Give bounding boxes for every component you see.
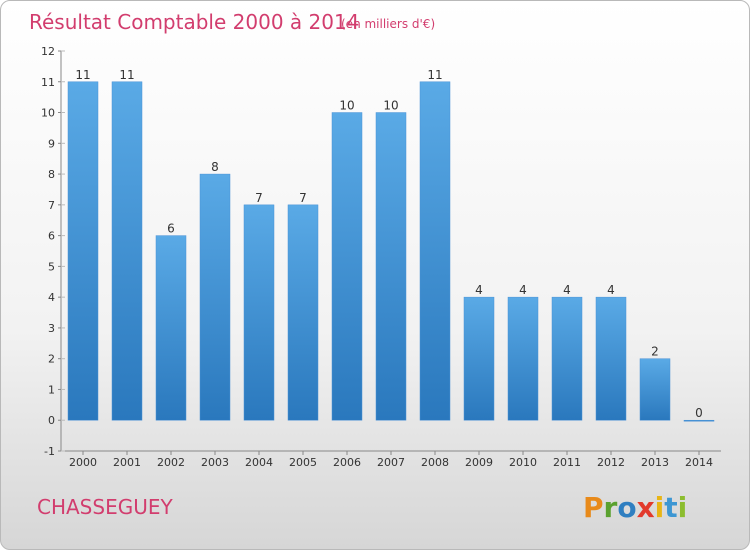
y-tick-label: 10 <box>41 107 55 120</box>
bar-2003 <box>199 173 231 421</box>
x-tick-label: 2011 <box>553 456 581 469</box>
x-tick-label: 2009 <box>465 456 493 469</box>
brand-letter: x <box>637 491 655 524</box>
bar-2000 <box>67 81 99 421</box>
x-tick-label: 2001 <box>113 456 141 469</box>
brand-letter: i <box>655 491 665 524</box>
brand-letter: i <box>678 491 688 524</box>
y-tick-label: 5 <box>48 260 55 273</box>
y-tick-label: 4 <box>48 291 55 304</box>
y-tick-label: 6 <box>48 230 55 243</box>
bar-2011 <box>551 296 583 421</box>
y-tick-label: 2 <box>48 353 55 366</box>
x-tick-label: 2006 <box>333 456 361 469</box>
x-tick-label: 2014 <box>685 456 713 469</box>
y-tick-label: 7 <box>48 199 55 212</box>
x-tick-label: 2007 <box>377 456 405 469</box>
bar-2012 <box>595 296 627 421</box>
brand-letter: r <box>604 491 618 524</box>
y-tick-label: 9 <box>48 137 55 150</box>
x-tick-label: 2013 <box>641 456 669 469</box>
value-label-2010: 4 <box>519 283 527 297</box>
y-tick-label: 11 <box>41 76 55 89</box>
value-label-2002: 6 <box>167 222 175 236</box>
value-label-2003: 8 <box>211 160 219 174</box>
x-tick-label: 2004 <box>245 456 273 469</box>
bar-2008 <box>419 81 451 421</box>
bar-2009 <box>463 296 495 421</box>
value-label-2001: 11 <box>119 68 134 82</box>
location-name: CHASSEGUEY <box>37 495 173 519</box>
value-label-2005: 7 <box>299 191 307 205</box>
bar-2006 <box>331 112 363 421</box>
brand-letter: o <box>617 491 636 524</box>
chart-subtitle: (en milliers d'€) <box>341 17 435 31</box>
y-tick-label: 3 <box>48 322 55 335</box>
bar-2013 <box>639 358 671 421</box>
x-tick-label: 2005 <box>289 456 317 469</box>
x-tick-label: 2012 <box>597 456 625 469</box>
y-tick-label: 1 <box>48 383 55 396</box>
bar-2014 <box>683 419 715 422</box>
value-label-2013: 2 <box>651 345 659 359</box>
chart-title: Résultat Comptable 2000 à 2014 <box>29 10 359 34</box>
x-tick-label: 2010 <box>509 456 537 469</box>
y-tick-label: -1 <box>44 445 55 458</box>
bar-2002 <box>155 235 187 421</box>
y-tick-label: 0 <box>48 414 55 427</box>
x-tick-label: 2000 <box>69 456 97 469</box>
bar-2001 <box>111 81 143 421</box>
value-label-2011: 4 <box>563 283 571 297</box>
brand-letter: P <box>583 491 604 524</box>
bar-2004 <box>243 204 275 421</box>
bar-2005 <box>287 204 319 421</box>
brand-letter: t <box>664 491 677 524</box>
value-label-2014: 0 <box>695 406 703 420</box>
value-labels-group: 11 11 6 8 7 7 10 10 11 4 4 4 4 2 0 <box>75 68 702 420</box>
value-label-2009: 4 <box>475 283 483 297</box>
brand-logo: Proxiti <box>583 491 687 524</box>
y-tick-label: 8 <box>48 168 55 181</box>
value-label-2004: 7 <box>255 191 263 205</box>
value-label-2000: 11 <box>75 68 90 82</box>
bars-group <box>67 81 715 422</box>
value-label-2006: 10 <box>339 99 354 113</box>
value-label-2007: 10 <box>383 99 398 113</box>
bar-2010 <box>507 296 539 421</box>
bar-2007 <box>375 112 407 421</box>
x-tick-label: 2008 <box>421 456 449 469</box>
x-tick-label: 2002 <box>157 456 185 469</box>
value-label-2012: 4 <box>607 283 615 297</box>
x-tick-label: 2003 <box>201 456 229 469</box>
y-tick-label: 12 <box>41 45 55 58</box>
value-label-2008: 11 <box>427 68 442 82</box>
